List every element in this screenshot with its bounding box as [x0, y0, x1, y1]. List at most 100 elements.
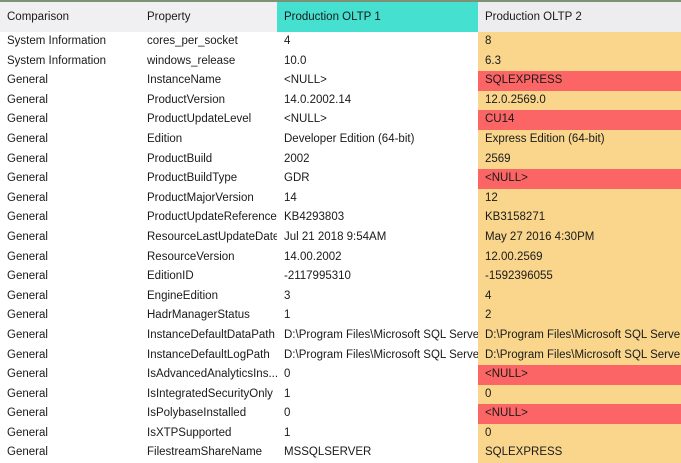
cell-oltp2[interactable]: SQLEXPRESS: [478, 443, 681, 463]
cell-property[interactable]: HadrManagerStatus: [140, 306, 277, 326]
table-row[interactable]: General ProductUpdateLevel <NULL> CU14: [0, 110, 681, 130]
table-row[interactable]: General InstanceName <NULL> SQLEXPRESS: [0, 71, 681, 91]
table-row[interactable]: General InstanceDefaultDataPath D:\Program…: [0, 325, 681, 346]
column-header-production-oltp-1[interactable]: Production OLTP 1: [277, 2, 478, 32]
cell-oltp2[interactable]: May 27 2016 4:30PM: [478, 227, 681, 248]
table-row[interactable]: General ResourceLastUpdateDate... Jul 21 2…: [0, 227, 681, 248]
cell-comparison[interactable]: General: [0, 110, 140, 130]
cell-oltp1[interactable]: MSSQLSERVER: [277, 443, 478, 463]
cell-oltp2[interactable]: D:\Program Files\Microsoft SQL Serve...: [478, 345, 681, 366]
cell-oltp1[interactable]: <NULL>: [277, 71, 478, 91]
cell-oltp1[interactable]: 4: [277, 32, 478, 52]
table-row[interactable]: General EngineEdition 3 4: [0, 286, 681, 307]
cell-comparison[interactable]: General: [0, 247, 140, 268]
cell-comparison[interactable]: General: [0, 404, 140, 424]
table-row[interactable]: General ProductBuild 2002 2569: [0, 149, 681, 170]
cell-comparison[interactable]: General: [0, 325, 140, 346]
cell-property[interactable]: ProductBuild: [140, 149, 277, 170]
cell-property[interactable]: ProductMajorVersion: [140, 188, 277, 209]
cell-oltp2[interactable]: <NULL>: [478, 404, 681, 424]
cell-oltp1[interactable]: Developer Edition (64-bit): [277, 129, 478, 150]
cell-oltp1[interactable]: 1: [277, 306, 478, 326]
cell-oltp1[interactable]: D:\Program Files\Microsoft SQL Serve...: [277, 345, 478, 366]
cell-oltp1[interactable]: Jul 21 2018 9:54AM: [277, 227, 478, 248]
table-row[interactable]: General EditionID -2117995310 -1592396055: [0, 267, 681, 287]
cell-comparison[interactable]: General: [0, 365, 140, 385]
table-row[interactable]: System Information cores_per_socket 4 8: [0, 32, 681, 52]
cell-oltp2[interactable]: -1592396055: [478, 267, 681, 287]
cell-property[interactable]: ProductBuildType: [140, 169, 277, 189]
cell-oltp1[interactable]: 0: [277, 404, 478, 424]
cell-oltp1[interactable]: <NULL>: [277, 110, 478, 130]
cell-comparison[interactable]: General: [0, 443, 140, 463]
table-row[interactable]: General Edition Developer Edition (64-bit)…: [0, 129, 681, 150]
cell-comparison[interactable]: General: [0, 208, 140, 228]
cell-oltp1[interactable]: 1: [277, 423, 478, 444]
cell-oltp2[interactable]: D:\Program Files\Microsoft SQL Serve...: [478, 325, 681, 346]
cell-oltp1[interactable]: 14.00.2002: [277, 247, 478, 268]
cell-oltp2[interactable]: 12.0.2569.0: [478, 90, 681, 111]
table-row[interactable]: General IsPolybaseInstalled 0 <NULL>: [0, 404, 681, 424]
cell-comparison[interactable]: General: [0, 345, 140, 366]
cell-oltp1[interactable]: -2117995310: [277, 267, 478, 287]
cell-oltp2[interactable]: CU14: [478, 110, 681, 130]
table-row[interactable]: General FilestreamShareName MSSQLSERVER SQL…: [0, 443, 681, 463]
cell-comparison[interactable]: General: [0, 169, 140, 189]
cell-property[interactable]: ProductUpdateReference: [140, 208, 277, 228]
cell-oltp1[interactable]: KB4293803: [277, 208, 478, 228]
table-row[interactable]: General ProductVersion 14.0.2002.14 12.0.25…: [0, 90, 681, 111]
table-row[interactable]: General HadrManagerStatus 1 2: [0, 306, 681, 326]
cell-property[interactable]: Edition: [140, 129, 277, 150]
cell-oltp1[interactable]: 14: [277, 188, 478, 209]
cell-property[interactable]: EngineEdition: [140, 286, 277, 307]
cell-property[interactable]: ProductUpdateLevel: [140, 110, 277, 130]
table-row[interactable]: General IsXTPSupported 1 0: [0, 423, 681, 444]
cell-comparison[interactable]: General: [0, 71, 140, 91]
column-header-production-oltp-2[interactable]: Production OLTP 2: [478, 2, 681, 32]
cell-comparison[interactable]: General: [0, 384, 140, 405]
cell-oltp2[interactable]: 4: [478, 286, 681, 307]
cell-oltp2[interactable]: 2569: [478, 149, 681, 170]
cell-comparison[interactable]: General: [0, 188, 140, 209]
cell-oltp1[interactable]: 14.0.2002.14: [277, 90, 478, 111]
cell-property[interactable]: InstanceDefaultDataPath: [140, 325, 277, 346]
cell-property[interactable]: IsXTPSupported: [140, 423, 277, 444]
table-row[interactable]: General IsIntegratedSecurityOnly 1 0: [0, 384, 681, 405]
cell-property[interactable]: ResourceLastUpdateDate...: [140, 227, 277, 248]
table-row[interactable]: General InstanceDefaultLogPath D:\Program …: [0, 345, 681, 366]
cell-oltp1[interactable]: 0: [277, 365, 478, 385]
cell-oltp2[interactable]: 0: [478, 384, 681, 405]
cell-oltp2[interactable]: 12.00.2569: [478, 247, 681, 268]
cell-property[interactable]: windows_release: [140, 51, 277, 72]
cell-comparison[interactable]: General: [0, 286, 140, 307]
cell-oltp2[interactable]: <NULL>: [478, 169, 681, 189]
cell-oltp1[interactable]: 10.0: [277, 51, 478, 72]
cell-oltp1[interactable]: 3: [277, 286, 478, 307]
cell-oltp2[interactable]: 2: [478, 306, 681, 326]
column-header-property[interactable]: Property: [140, 2, 277, 32]
table-row[interactable]: System Information windows_release 10.0 6.3: [0, 51, 681, 72]
cell-property[interactable]: EditionID: [140, 267, 277, 287]
cell-comparison[interactable]: General: [0, 149, 140, 170]
cell-oltp1[interactable]: 2002: [277, 149, 478, 170]
table-row[interactable]: General ProductMajorVersion 14 12: [0, 188, 681, 209]
cell-oltp2[interactable]: Express Edition (64-bit): [478, 129, 681, 150]
cell-property[interactable]: IsAdvancedAnalyticsIns...: [140, 365, 277, 385]
cell-oltp2[interactable]: 8: [478, 32, 681, 52]
table-row[interactable]: General ProductBuildType GDR <NULL>: [0, 169, 681, 189]
cell-comparison[interactable]: General: [0, 423, 140, 444]
table-row[interactable]: General ResourceVersion 14.00.2002 12.00.25…: [0, 247, 681, 268]
cell-property[interactable]: ProductVersion: [140, 90, 277, 111]
cell-comparison[interactable]: General: [0, 227, 140, 248]
cell-comparison[interactable]: System Information: [0, 51, 140, 72]
cell-oltp2[interactable]: 0: [478, 423, 681, 444]
cell-oltp1[interactable]: GDR: [277, 169, 478, 189]
cell-property[interactable]: InstanceDefaultLogPath: [140, 345, 277, 366]
cell-oltp2[interactable]: SQLEXPRESS: [478, 71, 681, 91]
table-row[interactable]: General IsAdvancedAnalyticsIns... 0 <NULL>: [0, 365, 681, 385]
cell-property[interactable]: ResourceVersion: [140, 247, 277, 268]
cell-oltp2[interactable]: <NULL>: [478, 365, 681, 385]
table-row[interactable]: General ProductUpdateReference KB4293803 KB…: [0, 208, 681, 228]
cell-comparison[interactable]: General: [0, 129, 140, 150]
cell-comparison[interactable]: General: [0, 306, 140, 326]
